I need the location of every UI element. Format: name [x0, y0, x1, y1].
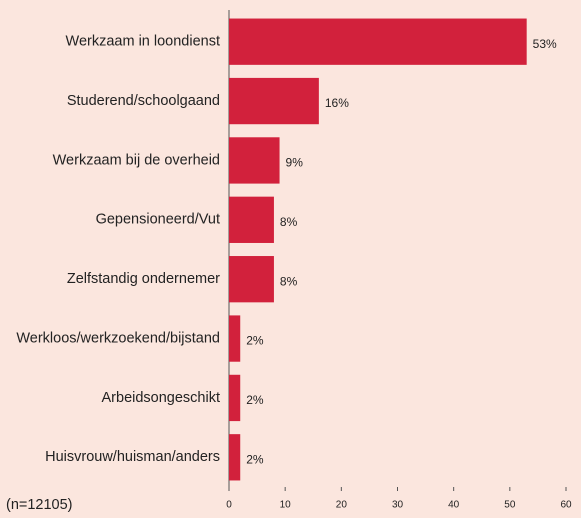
value-label: 2%	[246, 393, 264, 407]
x-tick-label: 60	[560, 500, 572, 511]
bar	[229, 315, 241, 362]
value-label: 2%	[246, 334, 264, 348]
value-label: 53%	[533, 37, 557, 51]
value-label: 8%	[280, 274, 298, 288]
category-label: Gepensioneerd/Vut	[96, 212, 220, 228]
value-label: 8%	[280, 215, 298, 229]
bar	[229, 256, 274, 303]
x-tick-label: 10	[280, 500, 292, 511]
category-label: Werkloos/werkzoekend/bijstand	[16, 330, 220, 346]
bar	[229, 374, 241, 422]
x-tick-label: 50	[504, 500, 516, 511]
category-label: Studerend/schoolgaand	[67, 93, 220, 109]
x-tick-label: 40	[448, 500, 460, 511]
sample-note: (n=12105)	[6, 497, 73, 513]
bar	[229, 18, 527, 65]
value-label: 16%	[325, 96, 349, 110]
category-label: Zelfstandig ondernemer	[67, 271, 220, 287]
category-label: Werkzaam in loondienst	[66, 34, 220, 50]
bar	[229, 196, 274, 243]
value-label: 9%	[286, 156, 304, 170]
x-tick-label: 20	[336, 500, 348, 511]
category-label: Huisvrouw/huisman/anders	[45, 449, 220, 465]
bar	[229, 137, 280, 184]
category-label: Werkzaam bij de overheid	[53, 152, 220, 168]
bar	[229, 434, 241, 481]
category-label: Arbeidsongeschikt	[102, 390, 221, 406]
value-label: 2%	[246, 452, 264, 466]
bar	[229, 77, 319, 125]
x-tick-label: 30	[392, 500, 404, 511]
x-tick-label: 0	[226, 500, 232, 511]
